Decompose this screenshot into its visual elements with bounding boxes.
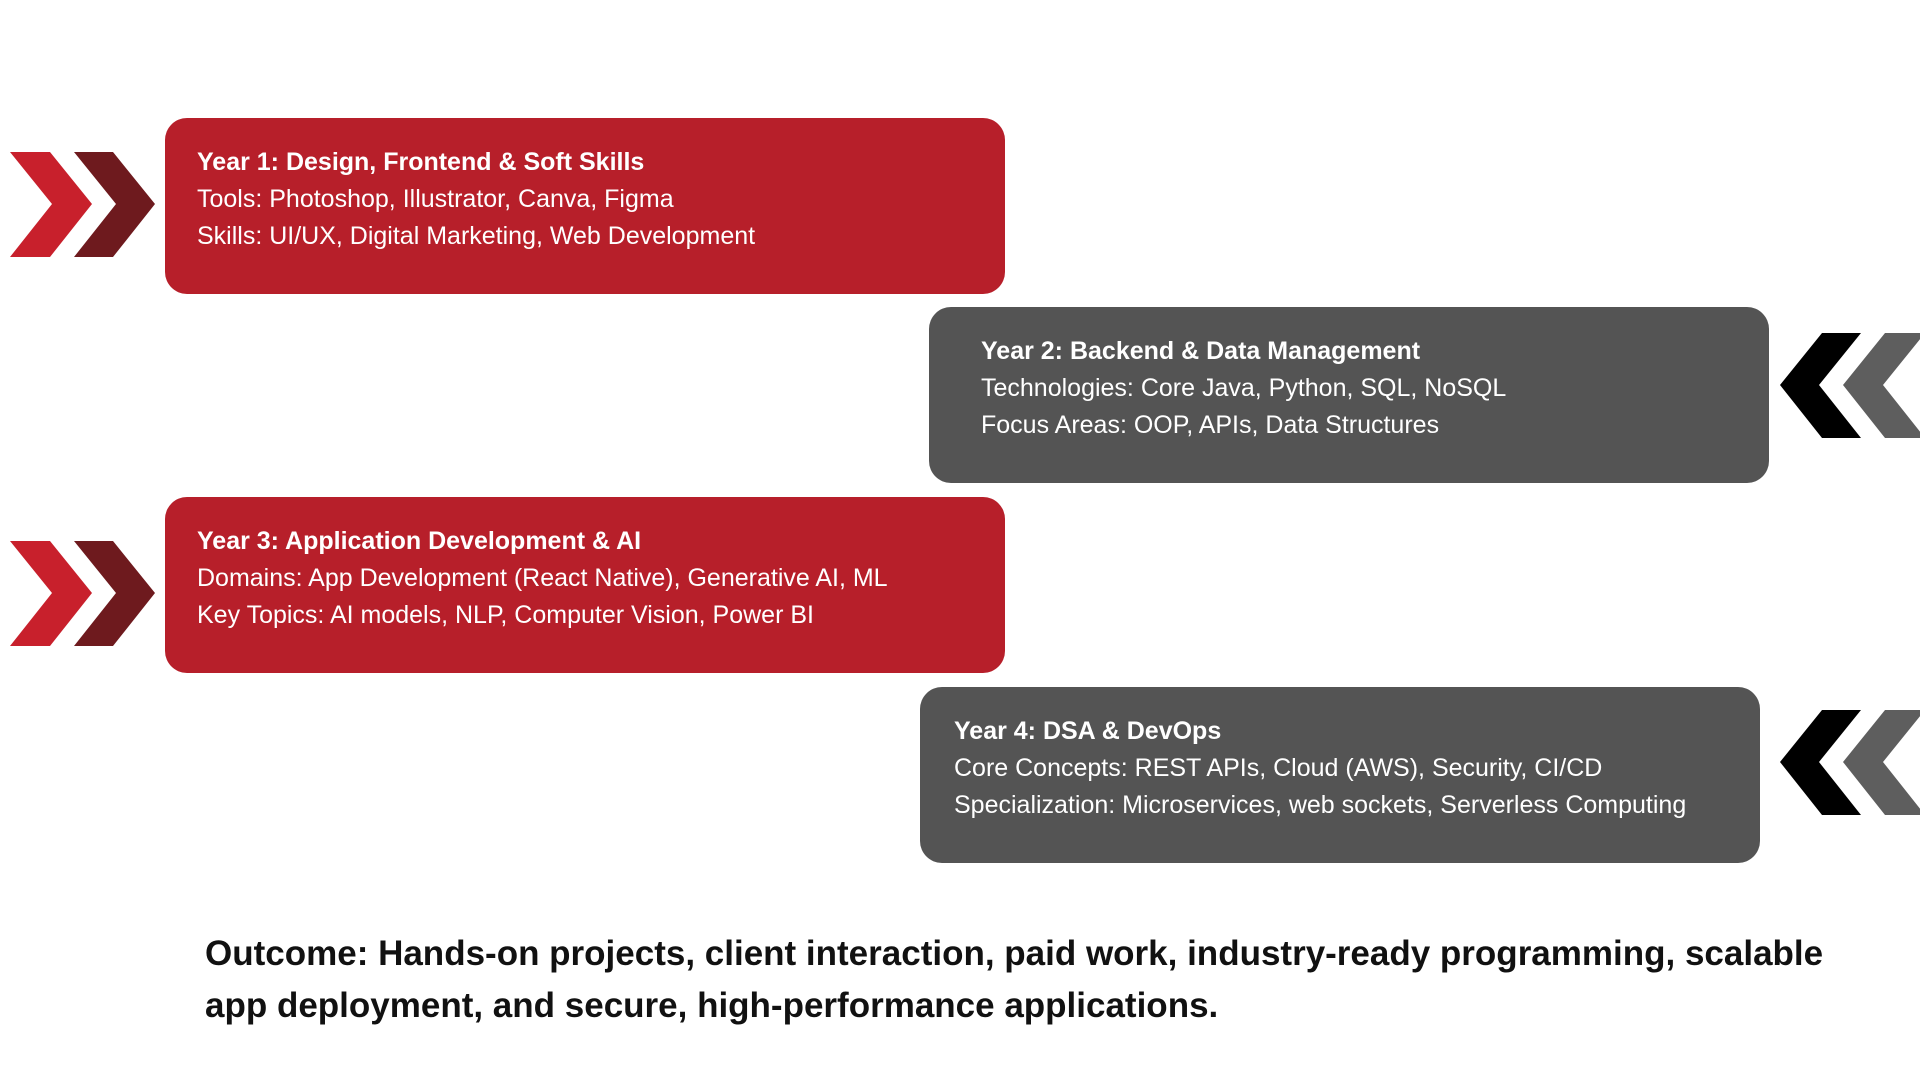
year-3-domains: Domains: App Development (React Native),… <box>197 564 888 592</box>
year-2-technologies: Technologies: Core Java, Python, SQL, No… <box>981 374 1507 402</box>
chevron-left-icon <box>1780 333 1861 438</box>
year-3-key-topics: Key Topics: AI models, NLP, Computer Vis… <box>197 601 814 629</box>
chevron-right-icon <box>10 541 92 646</box>
chevron-right-icon <box>74 541 155 646</box>
chevron-left-icon <box>1780 710 1861 815</box>
year-2-focus-areas: Focus Areas: OOP, APIs, Data Structures <box>981 411 1440 439</box>
chevron-right-icon <box>10 152 92 257</box>
year-2-card: Year 2: Backend & Data Management Techno… <box>929 307 1769 483</box>
year-2-title: Year 2: Backend & Data Management <box>981 337 1421 365</box>
year-4-title: Year 4: DSA & DevOps <box>954 717 1222 745</box>
year-4-card: Year 4: DSA & DevOps Core Concepts: REST… <box>920 687 1760 863</box>
year-3-title: Year 3: Application Development & AI <box>197 527 642 555</box>
double-chevron-left-icon <box>1780 333 1920 438</box>
double-chevron-right-icon <box>10 152 155 257</box>
year-1-card: Year 1: Design, Frontend & Soft Skills T… <box>165 118 1005 294</box>
year-1-skills: Skills: UI/UX, Digital Marketing, Web De… <box>197 222 756 250</box>
chevron-left-icon <box>1843 710 1920 815</box>
year-3-card: Year 3: Application Development & AI Dom… <box>165 497 1005 673</box>
double-chevron-left-icon <box>1780 710 1920 815</box>
chevron-right-icon <box>74 152 155 257</box>
double-chevron-right-icon <box>10 541 155 646</box>
outcome-statement: Outcome: Hands-on projects, client inter… <box>205 934 1824 1025</box>
year-1-tools: Tools: Photoshop, Illustrator, Canva, Fi… <box>197 185 674 213</box>
year-4-core-concepts: Core Concepts: REST APIs, Cloud (AWS), S… <box>954 754 1603 782</box>
chevron-left-icon <box>1843 333 1920 438</box>
year-1-title: Year 1: Design, Frontend & Soft Skills <box>197 148 645 176</box>
year-4-specialization: Specialization: Microservices, web socke… <box>954 791 1687 819</box>
